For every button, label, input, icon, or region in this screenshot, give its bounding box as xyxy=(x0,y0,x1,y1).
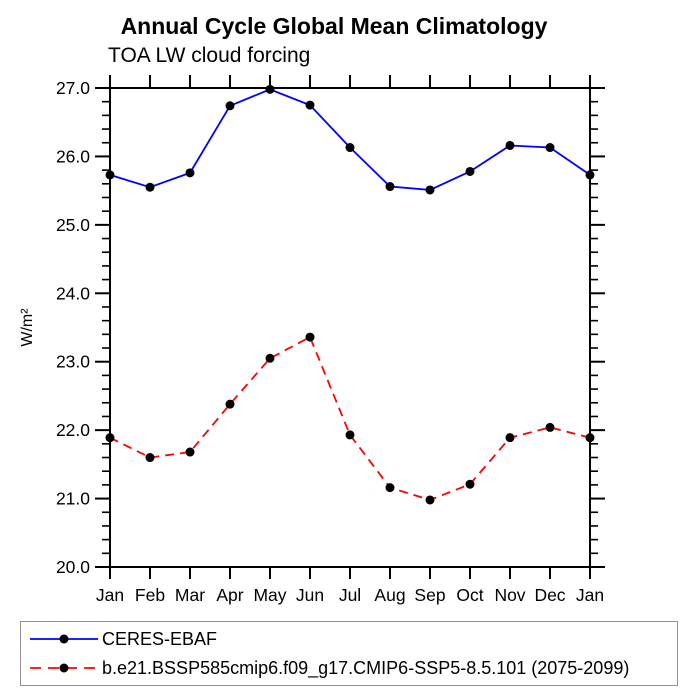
y-tick-label: 27.0 xyxy=(56,78,90,98)
data-point-marker xyxy=(145,453,155,463)
data-point-marker xyxy=(265,84,275,94)
data-point-marker xyxy=(185,447,195,457)
legend-line-sample-dashed xyxy=(30,663,98,673)
chart-title: Annual Cycle Global Mean Climatology xyxy=(120,13,548,39)
data-point-marker xyxy=(225,101,235,111)
x-tick-label: Nov xyxy=(494,585,525,605)
data-point-marker xyxy=(425,495,435,505)
data-point-marker xyxy=(425,185,435,195)
x-tick-label: Oct xyxy=(456,585,483,605)
data-point-marker xyxy=(585,170,595,180)
y-tick-label: 21.0 xyxy=(56,489,90,509)
data-point-marker xyxy=(305,100,315,110)
y-tick-label: 23.0 xyxy=(56,352,90,372)
data-point-marker xyxy=(465,166,475,176)
data-point-marker xyxy=(385,182,395,192)
x-tick-label: Dec xyxy=(534,585,565,605)
y-tick-label: 26.0 xyxy=(56,146,90,166)
data-point-marker xyxy=(345,143,355,153)
legend-label-model: b.e21.BSSP585cmip6.f09_g17.CMIP6-SSP5-8.… xyxy=(102,657,630,678)
data-point-marker xyxy=(385,483,395,493)
legend-item-ceres-ebaf: CERES-EBAF xyxy=(28,625,677,654)
data-point-marker xyxy=(105,433,115,443)
x-tick-label: Jan xyxy=(96,585,124,605)
x-tick-label: Jun xyxy=(296,585,324,605)
series-line-model xyxy=(109,335,591,501)
y-tick-label: 20.0 xyxy=(56,557,90,577)
legend-box: CERES-EBAF b.e21.BSSP585cmip6.f09_g17.CM… xyxy=(20,621,678,686)
plot-frame xyxy=(109,87,591,568)
data-point-marker xyxy=(185,168,195,178)
legend-marker-dot-icon xyxy=(59,663,69,673)
data-point-marker xyxy=(305,332,315,342)
x-tick-label: Aug xyxy=(374,585,405,605)
data-point-marker xyxy=(345,430,355,440)
y-axis-label: W/m² xyxy=(19,308,36,347)
legend-item-model: b.e21.BSSP585cmip6.f09_g17.CMIP6-SSP5-8.… xyxy=(28,654,677,683)
data-point-marker xyxy=(505,433,515,443)
x-tick-label: Jul xyxy=(339,585,361,605)
x-tick-label: Apr xyxy=(216,585,243,605)
x-tick-label: Jan xyxy=(576,585,604,605)
x-tick-label: Sep xyxy=(414,585,445,605)
data-point-marker xyxy=(465,479,475,489)
data-point-marker xyxy=(545,422,555,432)
x-tick-label: May xyxy=(253,585,286,605)
y-tick-label: 22.0 xyxy=(56,420,90,440)
chart-subtitle: TOA LW cloud forcing xyxy=(108,44,311,67)
data-point-marker xyxy=(585,433,595,443)
y-tick-label: 24.0 xyxy=(56,283,90,303)
data-point-marker xyxy=(225,399,235,409)
legend-label-ceres-ebaf: CERES-EBAF xyxy=(102,628,218,649)
data-point-marker xyxy=(505,140,515,150)
series-line-ceres-ebaf xyxy=(109,88,591,191)
x-tick-label: Feb xyxy=(135,585,165,605)
legend-line-sample-solid xyxy=(30,634,98,644)
plot-area: Jan Feb Mar Apr May Jun Jul Aug Sep Oct Nov Dec Jan 2… xyxy=(19,75,605,605)
data-point-marker xyxy=(105,170,115,180)
data-point-marker xyxy=(265,353,275,363)
legend-marker-dot-icon xyxy=(59,634,69,644)
y-tick-label: 25.0 xyxy=(56,215,90,235)
x-tick-label: Mar xyxy=(175,585,205,605)
data-point-marker xyxy=(145,182,155,192)
data-point-marker xyxy=(545,143,555,153)
